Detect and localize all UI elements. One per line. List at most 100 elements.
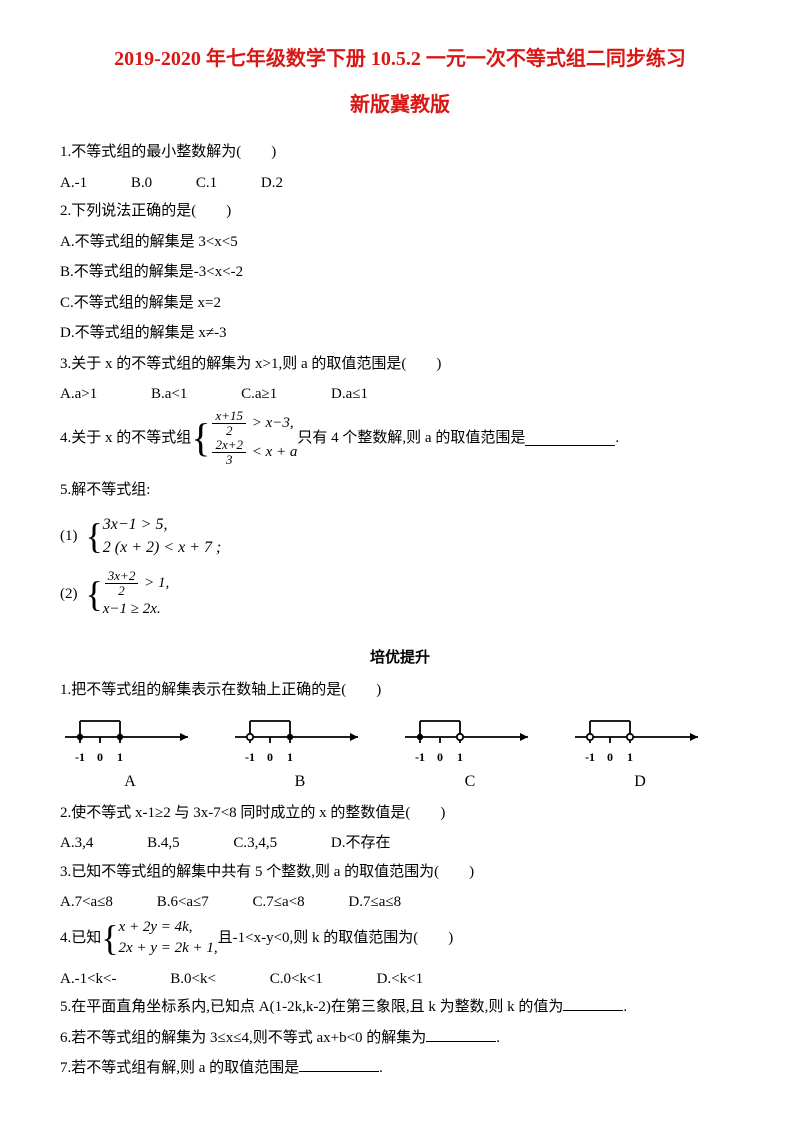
q-end: . bbox=[623, 999, 627, 1015]
opt-b: B.0 bbox=[131, 169, 152, 198]
ineq-right: > 1, bbox=[144, 575, 169, 591]
opt-c: C.a≥1 bbox=[241, 380, 277, 409]
eq-line: 2x + y = 2k + 1, bbox=[119, 938, 218, 959]
opt-c: C.1 bbox=[196, 169, 217, 198]
svg-text:1: 1 bbox=[287, 750, 293, 764]
number-line-b: -101 bbox=[230, 711, 370, 765]
opt-c: C.7≤a<8 bbox=[253, 888, 305, 917]
number-line-d: -1 01 bbox=[570, 711, 710, 765]
s1-q5-1: (1) { 3x−1 > 5, 2 (x + 2) < x + 7 ; bbox=[60, 514, 740, 559]
opt-b: B.0<k< bbox=[170, 965, 216, 994]
opt-b: B.4,5 bbox=[147, 829, 180, 858]
s1-q2b: B.不等式组的解集是-3<x<-2 bbox=[60, 258, 740, 287]
q-text: 7.若不等式组有解,则 a 的取值范围是 bbox=[60, 1060, 299, 1076]
answer-blank bbox=[426, 1026, 496, 1042]
frac-num: 3x+2 bbox=[105, 569, 139, 584]
opt-a: A.-1 bbox=[60, 169, 87, 198]
opt-a: A.3,4 bbox=[60, 829, 93, 858]
q4-pre: 4.已知 bbox=[60, 924, 101, 953]
eq-line: x + 2y = 4k, bbox=[119, 917, 218, 938]
s2-q4: 4.已知 { x + 2y = 4k, 2x + y = 2k + 1, 且-1… bbox=[60, 917, 740, 959]
number-line-c: -1 01 bbox=[400, 711, 540, 765]
ineq-right: > x−3, bbox=[252, 415, 294, 431]
s2-q3: 3.已知不等式组的解集中共有 5 个整数,则 a 的取值范围为( ) bbox=[60, 858, 740, 887]
svg-text:-1: -1 bbox=[415, 750, 425, 764]
left-brace-icon: { bbox=[86, 578, 103, 610]
opt-d: D.a≤1 bbox=[331, 380, 368, 409]
s2-q4-opts: A.-1<k<- B.0<k< C.0<k<1 D.<k<1 bbox=[60, 965, 740, 994]
s2-q1: 1.把不等式组的解集表示在数轴上正确的是( ) bbox=[60, 676, 740, 705]
s2-q2-opts: A.3,4 B.4,5 C.3,4,5 D.不存在 bbox=[60, 829, 740, 858]
q-text: 5.在平面直角坐标系内,已知点 A(1-2k,k-2)在第三象限,且 k 为整数… bbox=[60, 999, 563, 1015]
opt-d: D.2 bbox=[261, 169, 283, 198]
svg-text:-1: -1 bbox=[75, 750, 85, 764]
ineq-line: x−1 ≥ 2x. bbox=[103, 599, 169, 620]
opt-d: D.7≤a≤8 bbox=[348, 888, 401, 917]
q-end: . bbox=[379, 1060, 383, 1076]
q-end: . bbox=[496, 1030, 500, 1046]
svg-text:1: 1 bbox=[627, 750, 633, 764]
page-subtitle: 新版冀教版 bbox=[60, 86, 740, 124]
s2-q2: 2.使不等式 x-1≥2 与 3x-7<8 同时成立的 x 的整数值是( ) bbox=[60, 799, 740, 828]
s1-q1: 1.不等式组的最小整数解为( ) bbox=[60, 138, 740, 167]
frac-den: 3 bbox=[223, 453, 236, 467]
answer-blank bbox=[563, 995, 623, 1011]
s2-q3-opts: A.7<a≤8 B.6<a≤7 C.7≤a<8 D.7≤a≤8 bbox=[60, 888, 740, 917]
frac-den: 2 bbox=[223, 424, 236, 438]
svg-text:1: 1 bbox=[117, 750, 123, 764]
opt-b: B.6<a≤7 bbox=[157, 888, 209, 917]
left-brace-icon: { bbox=[191, 420, 210, 456]
s2-q6: 6.若不等式组的解集为 3≤x≤4,则不等式 ax+b<0 的解集为. bbox=[60, 1024, 740, 1053]
s1-q2a: A.不等式组的解集是 3<x<5 bbox=[60, 228, 740, 257]
page-title: 2019-2020 年七年级数学下册 10.5.2 一元一次不等式组二同步练习 bbox=[60, 40, 740, 78]
opt-label-b: B bbox=[230, 767, 370, 797]
svg-text:0: 0 bbox=[97, 750, 103, 764]
left-brace-icon: { bbox=[101, 922, 118, 954]
answer-blank bbox=[299, 1056, 379, 1072]
q4-end: . bbox=[615, 424, 619, 453]
opt-a: A.7<a≤8 bbox=[60, 888, 113, 917]
q4-post: 只有 4 个整数解,则 a 的取值范围是 bbox=[297, 424, 525, 453]
opt-a: A.a>1 bbox=[60, 380, 97, 409]
q4-post: 且-1<x-y<0,则 k 的取值范围为( ) bbox=[218, 924, 454, 953]
ineq-line: 3x−1 > 5, bbox=[103, 514, 222, 536]
opt-b: B.a<1 bbox=[151, 380, 187, 409]
left-brace-icon: { bbox=[86, 520, 103, 552]
sub-label: (1) bbox=[60, 522, 78, 551]
number-line-options: -101-101-101-101 bbox=[60, 711, 740, 765]
s1-q4: 4.关于 x 的不等式组 { x+152 > x−3, 2x+23 < x + … bbox=[60, 409, 740, 468]
svg-text:-1: -1 bbox=[585, 750, 595, 764]
frac-num: x+15 bbox=[212, 409, 246, 424]
svg-text:1: 1 bbox=[457, 750, 463, 764]
s1-q2d: D.不等式组的解集是 x≠-3 bbox=[60, 319, 740, 348]
ineq-right: < x + a bbox=[252, 444, 298, 460]
opt-d: D.<k<1 bbox=[377, 965, 424, 994]
number-line-a: -1 01 bbox=[60, 711, 200, 765]
svg-text:-1: -1 bbox=[245, 750, 255, 764]
svg-text:0: 0 bbox=[437, 750, 443, 764]
opt-d: D.不存在 bbox=[331, 829, 391, 858]
s1-q5: 5.解不等式组: bbox=[60, 476, 740, 505]
section-enrichment-title: 培优提升 bbox=[60, 644, 740, 673]
svg-text:0: 0 bbox=[607, 750, 613, 764]
inequality-system: { x+152 > x−3, 2x+23 < x + a bbox=[191, 409, 297, 468]
s1-q3-opts: A.a>1 B.a<1 C.a≥1 D.a≤1 bbox=[60, 380, 740, 409]
q-text: 6.若不等式组的解集为 3≤x≤4,则不等式 ax+b<0 的解集为 bbox=[60, 1030, 426, 1046]
s1-q2: 2.下列说法正确的是( ) bbox=[60, 197, 740, 226]
opt-label-d: D bbox=[570, 767, 710, 797]
s2-q5: 5.在平面直角坐标系内,已知点 A(1-2k,k-2)在第三象限,且 k 为整数… bbox=[60, 993, 740, 1022]
opt-a: A.-1<k<- bbox=[60, 965, 117, 994]
s1-q1-opts: A.-1 B.0 C.1 D.2 bbox=[60, 169, 740, 198]
opt-c: C.3,4,5 bbox=[233, 829, 277, 858]
q4-pre: 4.关于 x 的不等式组 bbox=[60, 424, 191, 453]
s1-q5-2: (2) { 3x+22 > 1, x−1 ≥ 2x. bbox=[60, 569, 740, 620]
frac-num: 2x+2 bbox=[212, 438, 246, 453]
s2-q7: 7.若不等式组有解,则 a 的取值范围是. bbox=[60, 1054, 740, 1083]
s1-q2c: C.不等式组的解集是 x=2 bbox=[60, 289, 740, 318]
opt-label-c: C bbox=[400, 767, 540, 797]
frac-den: 2 bbox=[115, 584, 128, 598]
answer-blank bbox=[525, 430, 615, 446]
sub-label: (2) bbox=[60, 580, 78, 609]
opt-label-a: A bbox=[60, 767, 200, 797]
s1-q3: 3.关于 x 的不等式组的解集为 x>1,则 a 的取值范围是( ) bbox=[60, 350, 740, 379]
